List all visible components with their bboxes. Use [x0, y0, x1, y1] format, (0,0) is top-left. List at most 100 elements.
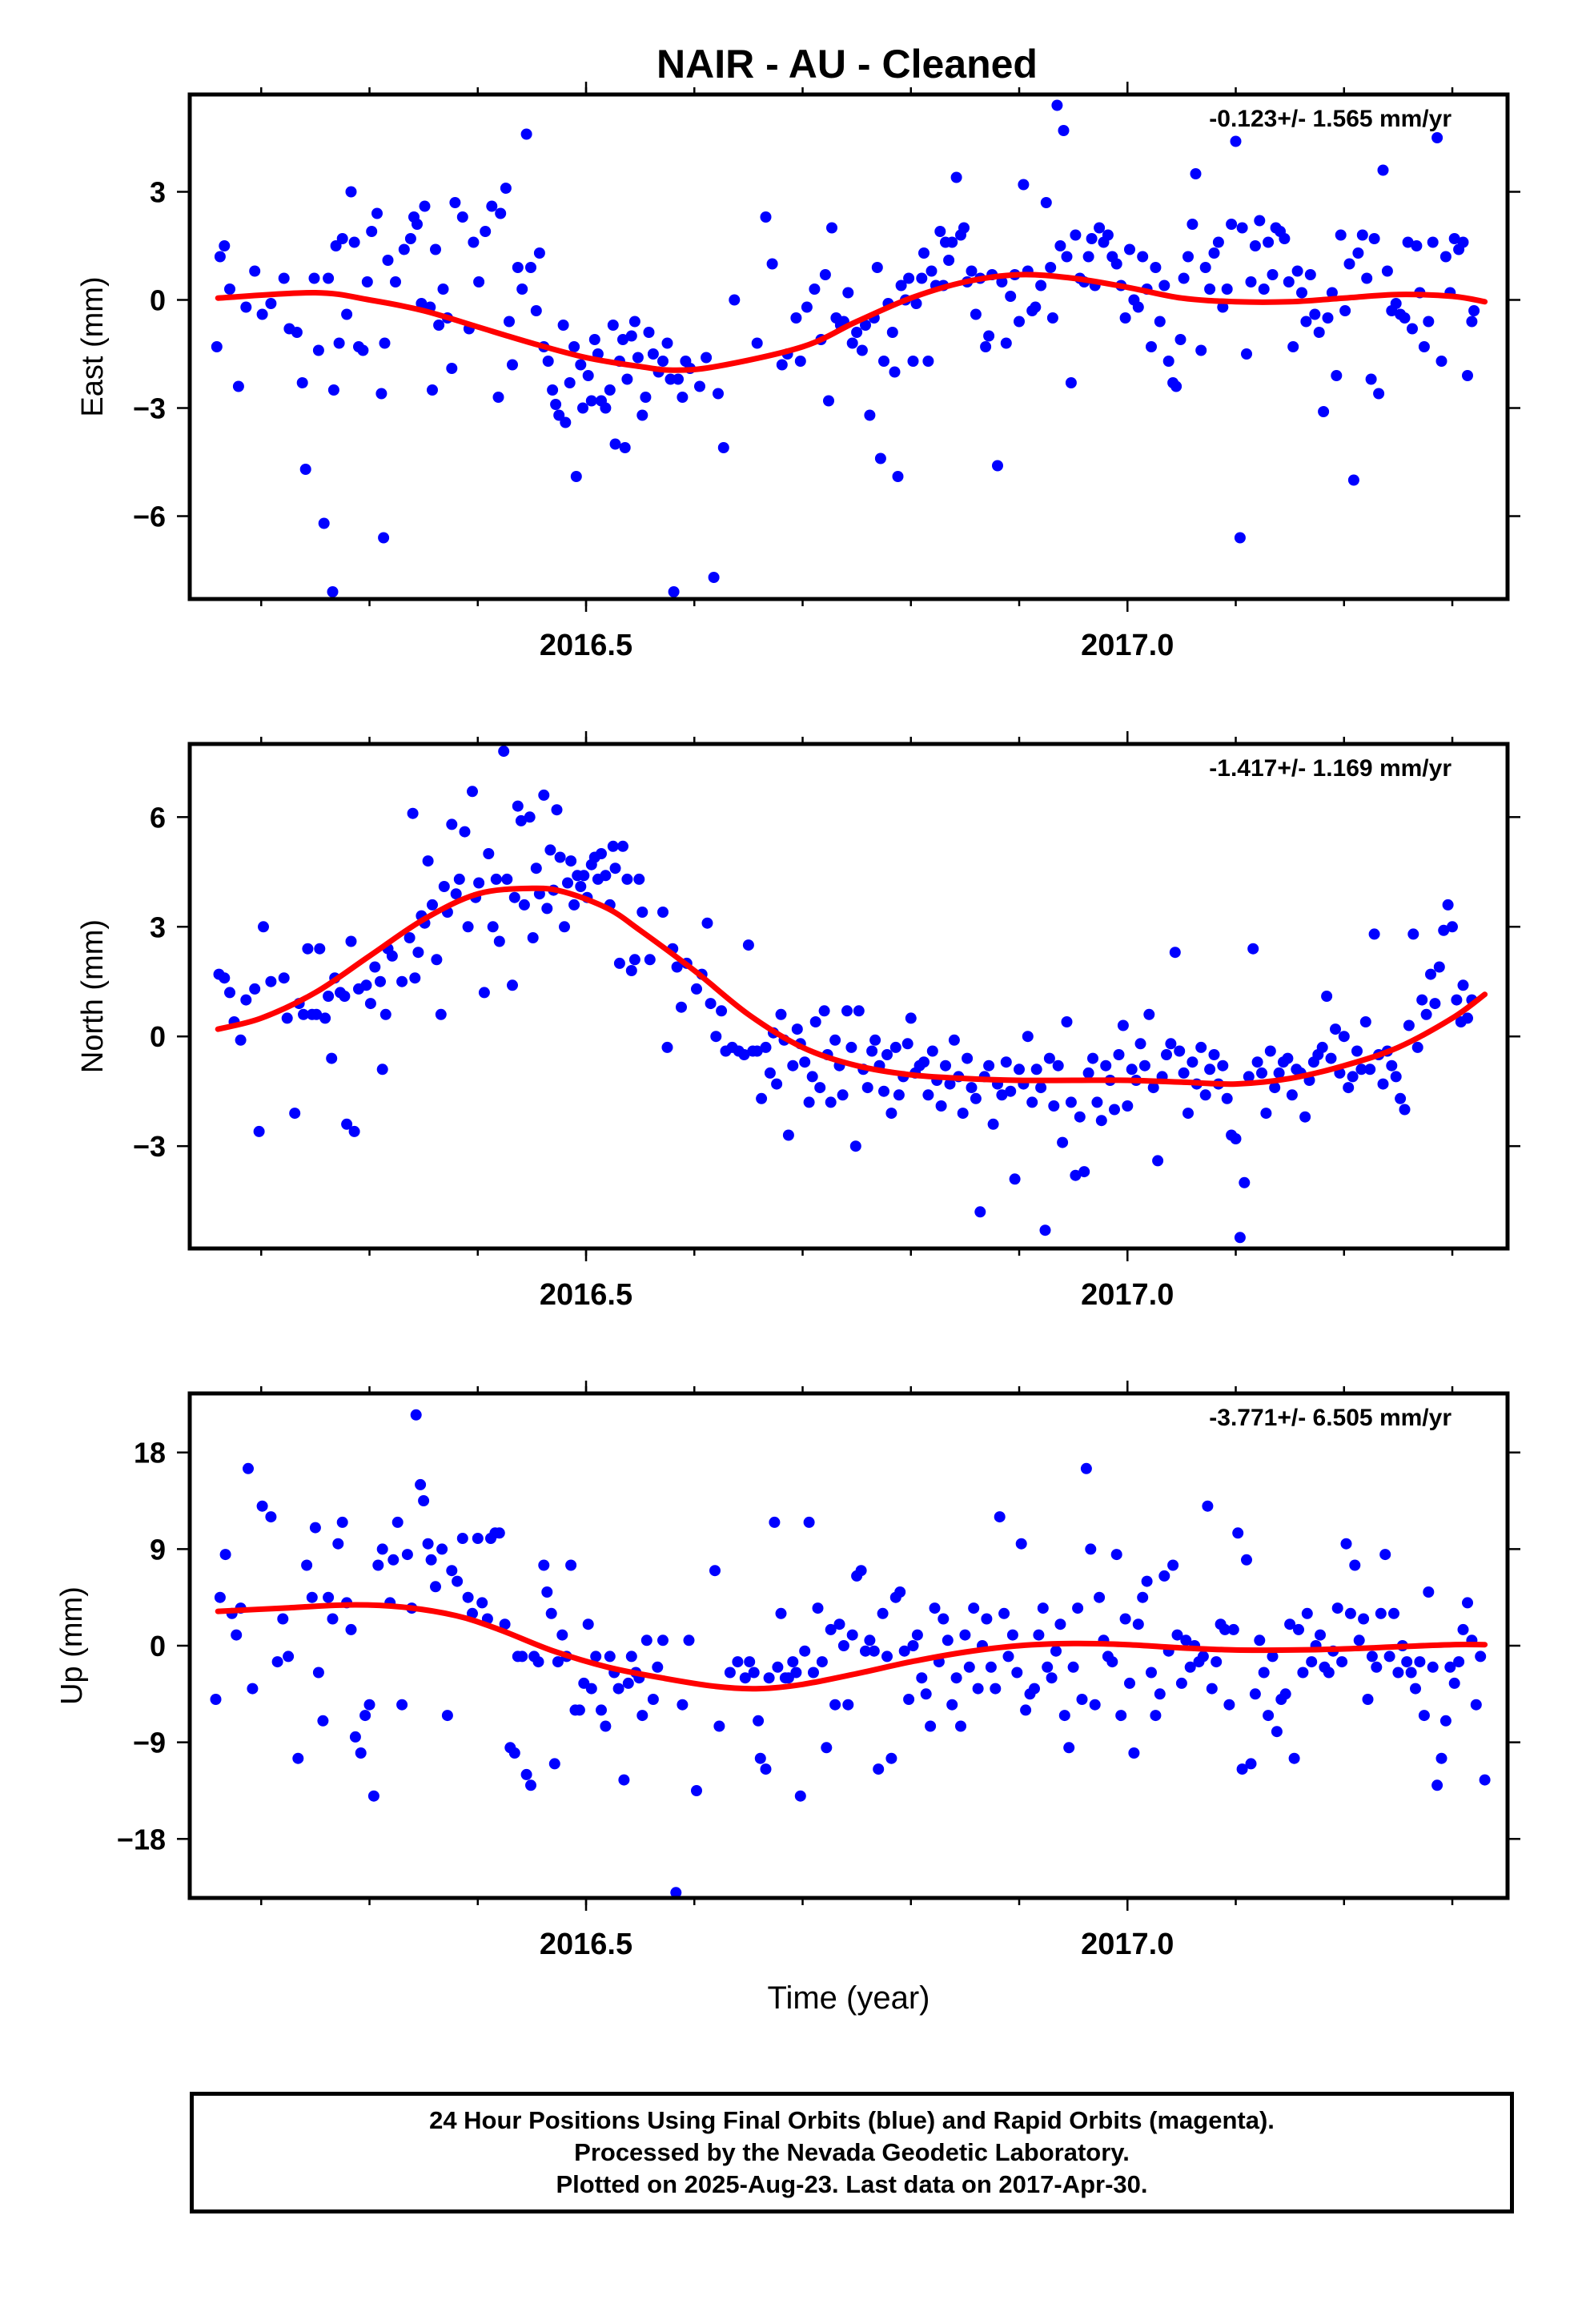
rate-annotation: -0.123+/- 1.565 mm/yr [1209, 106, 1452, 132]
data-point [1211, 1656, 1223, 1668]
data-point [548, 1758, 560, 1770]
data-point [1326, 287, 1338, 299]
data-point [893, 1089, 905, 1101]
data-point [425, 1554, 437, 1566]
data-point [1128, 1747, 1140, 1759]
data-point [809, 1016, 821, 1027]
data-point [419, 200, 431, 212]
y-tick-label: −9 [133, 1727, 166, 1759]
data-point [1457, 1623, 1469, 1635]
data-point [861, 1082, 873, 1094]
data-point [478, 987, 490, 999]
data-point [533, 247, 545, 259]
data-point [829, 1034, 841, 1046]
data-point [1070, 1169, 1082, 1181]
data-point [308, 272, 320, 284]
data-point [842, 287, 854, 299]
data-point [327, 384, 339, 396]
data-point [864, 1634, 876, 1647]
data-point [1158, 1570, 1170, 1582]
data-point [1286, 1089, 1298, 1101]
data-point [1355, 1063, 1367, 1076]
data-point [644, 954, 656, 966]
data-point [375, 975, 386, 987]
data-point [729, 294, 741, 306]
data-point [323, 1591, 335, 1603]
data-point [1299, 1111, 1311, 1123]
data-point [640, 1634, 652, 1647]
data-point [1002, 1651, 1014, 1663]
data-point [1076, 1694, 1088, 1705]
data-point [604, 384, 616, 396]
footer-line-1: 24 Hour Positions Using Final Orbits (bl… [429, 2106, 1275, 2134]
data-point [1234, 532, 1246, 544]
data-point [1442, 899, 1454, 911]
data-point [1287, 341, 1299, 352]
data-point [851, 327, 863, 338]
data-point [1175, 1677, 1187, 1689]
data-point [600, 402, 612, 414]
data-point [336, 1516, 348, 1528]
data-point [1448, 233, 1460, 244]
data-point [565, 1559, 577, 1571]
data-point [525, 1779, 536, 1791]
data-point [983, 330, 995, 342]
x-tick-label: 2017.0 [1081, 1278, 1174, 1312]
data-point [349, 1731, 361, 1743]
data-point [1030, 1063, 1042, 1076]
data-point [636, 409, 648, 421]
data-point [1245, 1758, 1257, 1770]
data-point [1243, 1071, 1255, 1083]
data-point [775, 1607, 787, 1619]
data-point [422, 855, 434, 867]
data-point [1411, 1041, 1423, 1053]
data-point [855, 1565, 867, 1577]
data-point [401, 1549, 413, 1561]
data-point [633, 873, 645, 885]
data-point [1154, 1688, 1166, 1700]
data-point [691, 983, 702, 995]
data-point [625, 965, 637, 976]
data-point [345, 186, 357, 198]
data-point [903, 1694, 915, 1705]
data-point [748, 1667, 760, 1679]
data-point [231, 1629, 243, 1641]
data-point [619, 442, 631, 453]
data-point [501, 873, 513, 885]
data-point [1315, 1629, 1326, 1641]
data-point [369, 961, 381, 973]
data-point [657, 907, 669, 918]
data-point [1089, 1699, 1101, 1711]
x-tick-label: 2016.5 [540, 1928, 632, 1961]
data-point [1457, 979, 1469, 991]
data-point [632, 352, 644, 364]
data-point [1403, 1019, 1415, 1031]
data-point [1110, 1549, 1122, 1561]
data-point [1030, 301, 1042, 313]
data-point [1161, 1049, 1172, 1060]
data-point [1050, 1645, 1062, 1657]
data-point [968, 1602, 980, 1614]
data-point [1249, 1688, 1261, 1700]
data-point [396, 975, 408, 987]
data-point [799, 1056, 811, 1068]
data-point [878, 356, 889, 367]
data-point [1260, 1108, 1272, 1120]
data-point [327, 1613, 339, 1625]
data-point [677, 392, 689, 403]
data-point [387, 1554, 400, 1566]
data-point [1165, 1038, 1177, 1050]
data-point [1282, 1052, 1294, 1064]
data-point [837, 1089, 849, 1101]
data-point [920, 1688, 932, 1700]
data-point [1291, 265, 1303, 277]
data-point [379, 1008, 391, 1020]
data-point [691, 1785, 702, 1796]
data-point [677, 1699, 689, 1711]
data-point [1134, 1038, 1146, 1050]
data-point [970, 308, 982, 320]
data-point [1316, 1041, 1328, 1053]
data-point [291, 327, 303, 338]
data-point [1301, 1607, 1313, 1619]
data-point [1279, 233, 1291, 244]
